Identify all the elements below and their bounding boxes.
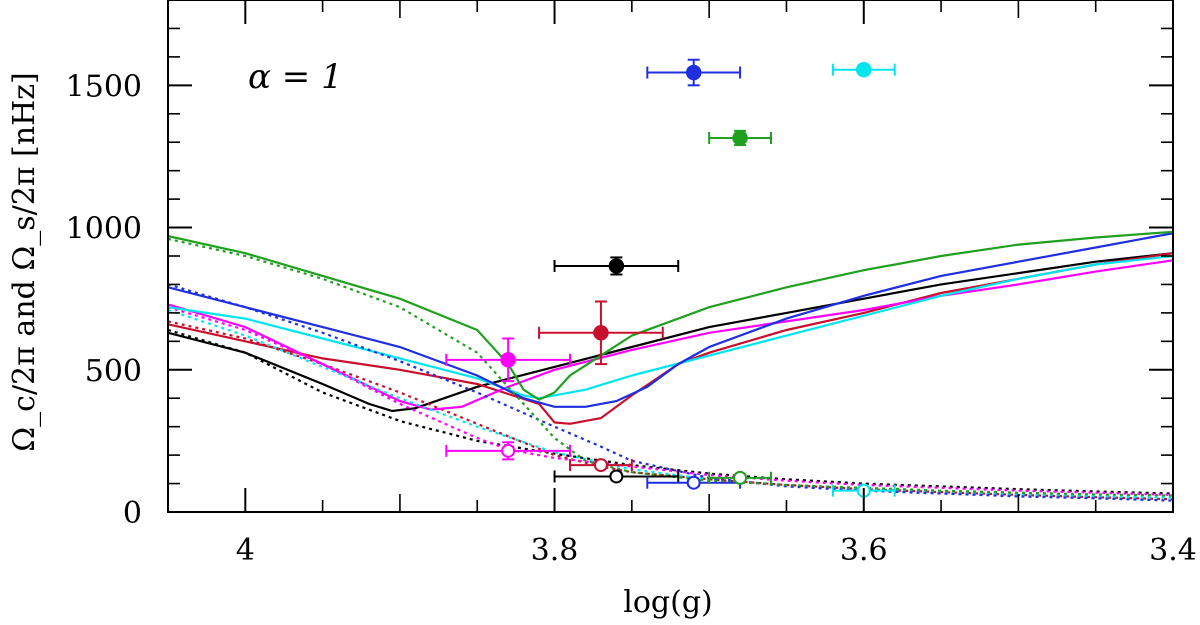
y-tick-label: 500 (85, 354, 142, 389)
x-tick-label: 4 (236, 533, 255, 568)
y-tick-label: 1000 (66, 212, 142, 247)
point-black-filled (553, 256, 680, 276)
point-magenta-filled (445, 337, 571, 383)
point-blue-filled (646, 58, 742, 87)
point-red-open (569, 458, 633, 473)
y-axis-label: Ω_c/2π and Ω_s/2π [nHz] (7, 72, 42, 451)
point-magenta-open (445, 441, 571, 461)
annotation-alpha: α = 1 (248, 57, 343, 97)
points-layer (445, 58, 896, 498)
y-tick-label: 1500 (66, 69, 142, 104)
ticks-layer: 4 3.8 3.6 3.4 0 500 1000 1500 (66, 0, 1197, 568)
y-tick-label: 0 (123, 496, 142, 531)
series-green-core (168, 230, 1173, 401)
series-black-surface (168, 328, 1173, 495)
x-tick-label: 3.6 (840, 533, 888, 568)
point-green-open (708, 470, 772, 485)
x-tick-label: 3.4 (1149, 533, 1197, 568)
point-red-filled (538, 300, 664, 366)
point-cyan-filled (831, 61, 896, 78)
series-red-surface (168, 320, 1173, 501)
series-magenta-core (168, 259, 1173, 411)
series-blue-core (168, 232, 1173, 408)
series-magenta-surface (168, 306, 1173, 496)
point-black-open (553, 469, 680, 484)
series-cyan-core (168, 254, 1173, 400)
series-red-core (168, 252, 1173, 425)
x-axis-label: log(g) (623, 585, 712, 620)
point-blue-open (646, 475, 742, 490)
series-blue-surface (168, 283, 1173, 502)
point-green-filled (708, 129, 772, 147)
series-black-core (168, 252, 1173, 413)
series-layer (168, 230, 1173, 502)
x-tick-label: 3.8 (531, 533, 579, 568)
